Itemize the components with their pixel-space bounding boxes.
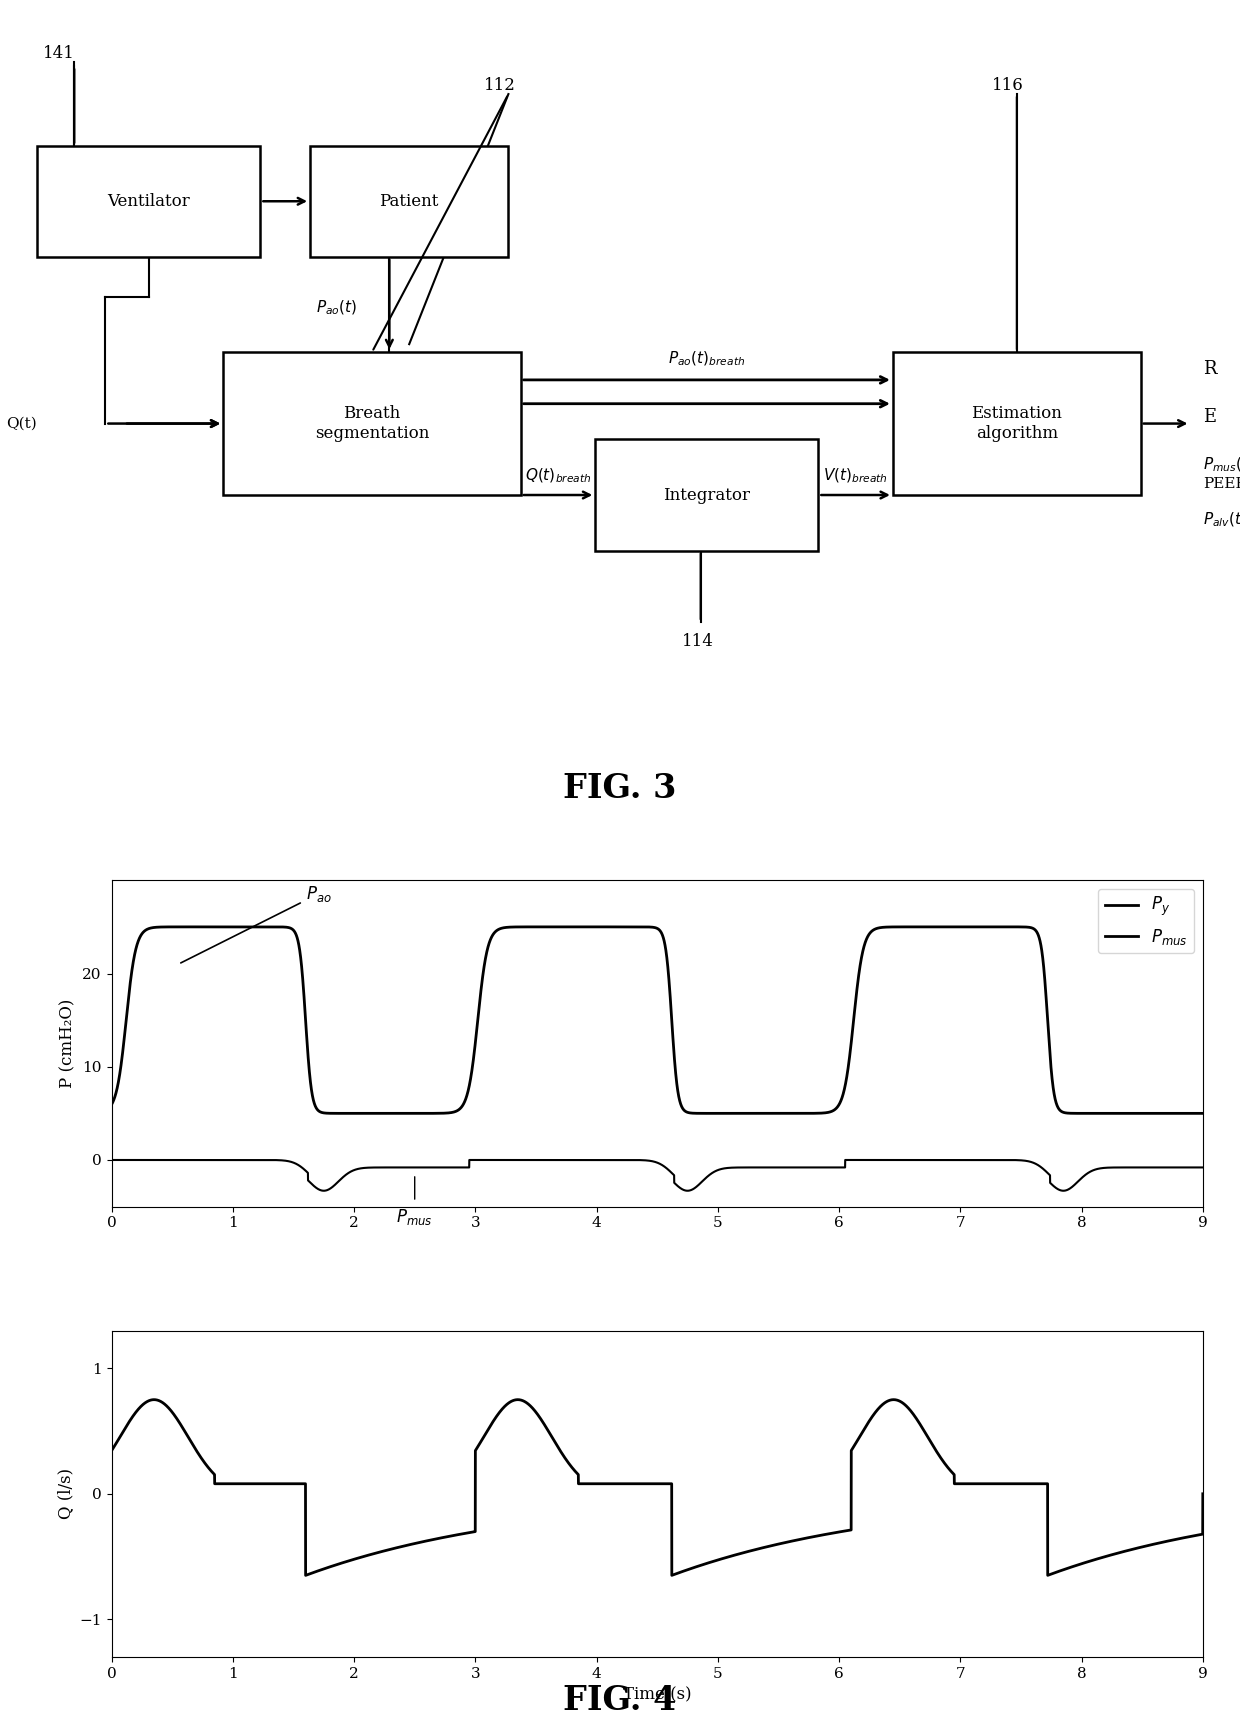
Text: Q(t): Q(t): [6, 416, 37, 430]
Text: FIG. 3: FIG. 3: [563, 772, 677, 804]
$P_{mus}$: [787, 1156, 802, 1177]
Text: E: E: [1203, 407, 1216, 426]
$P_y$: [166, 917, 181, 937]
$P_y$: [1178, 1103, 1193, 1124]
Text: 112: 112: [484, 78, 516, 95]
Text: Ventilator: Ventilator: [108, 193, 190, 211]
$P_{mus}$: [166, 1150, 181, 1170]
$P_y$: [589, 917, 604, 937]
$P_{mus}$: [1056, 1181, 1071, 1201]
$P_{mus}$: [965, 1150, 980, 1170]
$P_y$: [1195, 1103, 1210, 1124]
Text: 141: 141: [43, 45, 76, 62]
Text: $P_{mus}(t)$: $P_{mus}(t)$: [1203, 456, 1240, 473]
$P_{mus}$: [1195, 1156, 1210, 1177]
Bar: [595, 440, 818, 551]
Text: PEEPi: PEEPi: [1203, 476, 1240, 490]
Text: $V(t)_{breath}$: $V(t)_{breath}$: [823, 468, 888, 485]
Bar: [37, 145, 260, 257]
Text: R: R: [1203, 361, 1216, 378]
Text: 114: 114: [682, 633, 714, 651]
$P_{mus}$: [396, 1156, 410, 1177]
Text: $P_{alv}(t)$: $P_{alv}(t)$: [1203, 511, 1240, 530]
Text: $P_{ao}$: $P_{ao}$: [181, 884, 331, 963]
Text: 116: 116: [992, 78, 1024, 95]
$P_y$: [396, 1103, 410, 1124]
Text: FIG. 4: FIG. 4: [563, 1685, 677, 1717]
X-axis label: Time (s): Time (s): [622, 1686, 692, 1704]
$P_{mus}$: [771, 1156, 786, 1177]
Text: $P_{mus}$: $P_{mus}$: [397, 1206, 433, 1227]
Bar: [893, 352, 1141, 495]
Text: $P_{ao}(t)_{breath}$: $P_{ao}(t)_{breath}$: [668, 350, 745, 368]
$P_y$: [771, 1103, 786, 1124]
Text: Estimation
algorithm: Estimation algorithm: [971, 406, 1063, 442]
Text: Breath
segmentation: Breath segmentation: [315, 406, 429, 442]
Bar: [223, 352, 521, 495]
Line: $P_y$: $P_y$: [112, 927, 1203, 1113]
$P_y$: [966, 917, 981, 937]
$P_{mus}$: [1177, 1156, 1192, 1177]
Text: Patient: Patient: [379, 193, 439, 211]
Legend: $P_y$, $P_{mus}$: $P_y$, $P_{mus}$: [1097, 889, 1194, 953]
$P_y$: [104, 1094, 119, 1115]
Bar: [310, 145, 508, 257]
Y-axis label: P (cmH₂O): P (cmH₂O): [60, 999, 77, 1087]
Line: $P_{mus}$: $P_{mus}$: [112, 1160, 1203, 1191]
Text: $P_{ao}(t)$: $P_{ao}(t)$: [316, 299, 357, 318]
$P_y$: [787, 1103, 802, 1124]
Text: $Q(t)_{breath}$: $Q(t)_{breath}$: [525, 468, 591, 485]
Y-axis label: Q (l/s): Q (l/s): [57, 1469, 74, 1519]
$P_y$: [1152, 1103, 1167, 1124]
Text: Integrator: Integrator: [663, 487, 750, 504]
$P_{mus}$: [104, 1150, 119, 1170]
